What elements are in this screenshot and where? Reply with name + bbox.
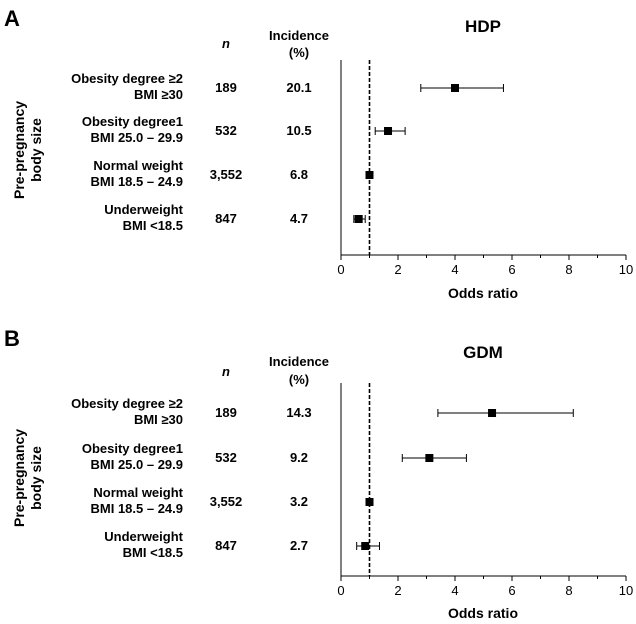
panel-a-title: HDP (465, 17, 501, 36)
panel-a-row-n: 189 (215, 80, 237, 95)
panel-a-row-label-2: BMI <18.5 (123, 218, 183, 233)
panel-a-row-n: 847 (215, 211, 237, 226)
panel-a-x-tick-label: 2 (394, 262, 401, 277)
panel-b-row-incidence: 3.2 (290, 494, 308, 509)
panel-a-row-label-2: BMI 18.5 – 24.9 (91, 174, 184, 189)
panel-b-row-incidence: 2.7 (290, 538, 308, 553)
panel-a-odds-ratio-marker (354, 215, 363, 223)
panel-a-row-label-1: Obesity degree ≥2 (71, 71, 183, 86)
panel-a-x-tick-label: 6 (508, 262, 515, 277)
panel-b-incidence-header-unit: (%) (289, 372, 309, 387)
panel-b-x-tick-label: 8 (565, 583, 572, 598)
panel-b-row-incidence: 14.3 (286, 405, 311, 420)
panel-a-incidence-header: Incidence (269, 28, 329, 43)
panel-b-row-label-2: BMI 25.0 – 29.9 (91, 457, 184, 472)
panel-a-odds-ratio-marker (451, 84, 459, 92)
panel-a-incidence-header-unit: (%) (289, 45, 309, 60)
panel-b-xlabel: Odds ratio (448, 605, 518, 621)
panel-a-row-n: 3,552 (210, 167, 243, 182)
panel-a-x-tick-label: 0 (337, 262, 344, 277)
panel-b-n-header: n (222, 364, 230, 379)
panel-a-row-incidence: 4.7 (290, 211, 308, 226)
panel-a-odds-ratio-marker (384, 127, 393, 135)
panel-a-row-label-1: Normal weight (93, 158, 183, 173)
panel-b-row-label-1: Obesity degree ≥2 (71, 396, 183, 411)
panel-a-ylabel: Pre-pregnancybody size (11, 101, 44, 199)
panel-b-row-label-2: BMI <18.5 (123, 545, 183, 560)
panel-a-x-tick-label: 10 (619, 262, 633, 277)
panel-b-row-label-2: BMI ≥30 (134, 412, 183, 427)
panel-b-ylabel-line2: body size (28, 446, 44, 510)
panel-a-n-header: n (222, 36, 230, 51)
panel-b-row-label-2: BMI 18.5 – 24.9 (91, 501, 184, 516)
panel-b-x-tick-label: 10 (619, 583, 633, 598)
panel-b-row-label-1: Obesity degree1 (82, 441, 183, 456)
panel-b-x-tick-label: 4 (451, 583, 458, 598)
panel-a-row-label-2: BMI 25.0 – 29.9 (91, 130, 184, 145)
panel-b-row-label-1: Normal weight (93, 485, 183, 500)
panel-a-ylabel-line2: body size (28, 118, 44, 182)
panel-a-x-tick-label: 8 (565, 262, 572, 277)
panel-a-row-incidence: 20.1 (286, 80, 311, 95)
panel-b-row-n: 847 (215, 538, 237, 553)
panel-b-letter: B (4, 326, 20, 351)
panel-a-row-label-1: Obesity degree1 (82, 114, 183, 129)
panel-b-title: GDM (463, 343, 503, 362)
panel-a-x-tick-label: 4 (451, 262, 458, 277)
panel-b-ylabel: Pre-pregnancybody size (11, 429, 44, 527)
panel-b-odds-ratio-marker (488, 409, 497, 417)
panel-a-xlabel: Odds ratio (448, 285, 518, 301)
panel-b-row-n: 189 (215, 405, 237, 420)
panel-b-ylabel-line1: Pre-pregnancy (11, 429, 27, 527)
panel-b-x-tick-label: 0 (337, 583, 344, 598)
panel-b-incidence-header: Incidence (269, 354, 329, 369)
panel-b-row-incidence: 9.2 (290, 450, 308, 465)
panel-a-row-incidence: 10.5 (286, 123, 311, 138)
panel-b-row-n: 532 (215, 450, 237, 465)
panel-a-row-label-1: Underweight (104, 202, 183, 217)
panel-a-letter: A (4, 6, 20, 31)
panel-b-odds-ratio-marker (425, 454, 434, 462)
panel-b-odds-ratio-marker (365, 498, 374, 506)
panel-a-ylabel-line1: Pre-pregnancy (11, 101, 27, 199)
panel-a-row-n: 532 (215, 123, 237, 138)
panel-b-odds-ratio-marker (361, 542, 370, 550)
panel-a-row-label-2: BMI ≥30 (134, 87, 183, 102)
panel-a-row-incidence: 6.8 (290, 167, 308, 182)
panel-a-odds-ratio-marker (365, 171, 374, 179)
panel-b-x-tick-label: 2 (394, 583, 401, 598)
panel-b-row-label-1: Underweight (104, 529, 183, 544)
panel-b-x-tick-label: 6 (508, 583, 515, 598)
panel-b-row-n: 3,552 (210, 494, 243, 509)
